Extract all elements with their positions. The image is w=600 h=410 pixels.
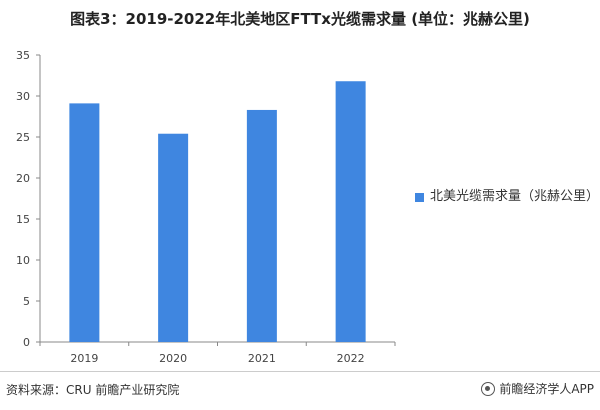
y-tick-label: 15 bbox=[16, 213, 30, 226]
source-note: 资料来源：CRU 前瞻产业研究院 bbox=[6, 383, 180, 397]
y-tick-label: 35 bbox=[16, 49, 30, 62]
y-tick-label: 5 bbox=[23, 295, 30, 308]
legend: 北美光缆需求量（兆赫公里） bbox=[415, 188, 600, 206]
y-tick-label: 20 bbox=[16, 172, 30, 185]
y-tick-label: 25 bbox=[16, 131, 30, 144]
bar-2022 bbox=[335, 81, 366, 343]
y-tick-label: 30 bbox=[16, 90, 30, 103]
chart-title: 图表3：2019-2022年北美地区FTTx光缆需求量 (单位：兆赫公里) bbox=[70, 10, 530, 28]
x-axis: 2019 2020 2021 2022 bbox=[39, 341, 396, 365]
bar-2019 bbox=[69, 103, 100, 342]
bar-2021 bbox=[246, 109, 277, 342]
y-tick-label: 10 bbox=[16, 254, 30, 267]
x-tick-label: 2020 bbox=[159, 352, 187, 365]
y-axis: 0 5 10 15 20 25 30 35 bbox=[16, 49, 41, 349]
qianzhan-logo-icon bbox=[481, 381, 496, 396]
brand-label: 前瞻经济学人APP bbox=[499, 382, 594, 396]
legend-label: 北美光缆需求量（兆赫公里） bbox=[430, 189, 600, 204]
bars bbox=[69, 81, 366, 343]
bar-2020 bbox=[158, 133, 189, 342]
footer-brand: 前瞻经济学人APP bbox=[481, 380, 594, 397]
x-tick-label: 2021 bbox=[248, 352, 276, 365]
legend-swatch bbox=[415, 193, 424, 202]
x-tick-label: 2019 bbox=[70, 352, 98, 365]
y-tick-label: 0 bbox=[23, 336, 30, 349]
footer-divider bbox=[0, 371, 600, 372]
bar-chart: 0 5 10 15 20 25 30 35 2019 2020 2021 2022 bbox=[16, 49, 396, 365]
x-tick-label: 2022 bbox=[337, 352, 365, 365]
